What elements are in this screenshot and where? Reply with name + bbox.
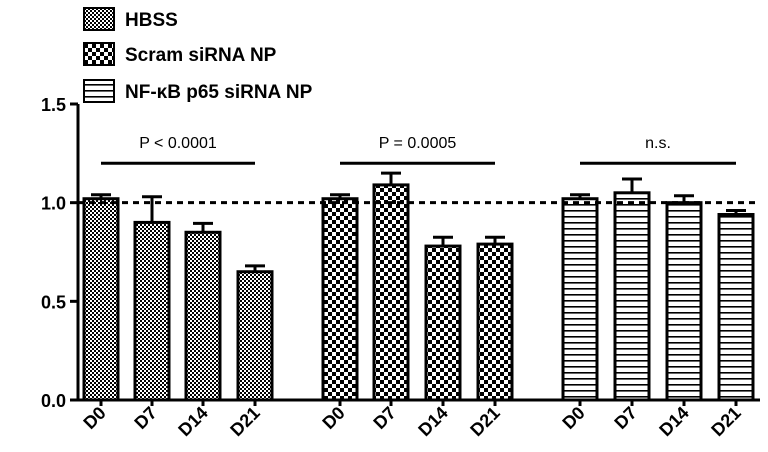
legend-swatch-1: [83, 42, 115, 66]
bar: [561, 197, 599, 402]
x-tick-label: D7: [369, 403, 399, 433]
legend-label-2: NF-κB p65 siRNA NP: [125, 82, 313, 103]
bar: [133, 220, 171, 402]
x-tick-label: D7: [130, 403, 160, 433]
significance-label: P < 0.0001: [139, 135, 217, 152]
y-tick-label: 0.0: [41, 391, 66, 411]
legend-label-1: Scram siRNA NP: [125, 45, 277, 66]
bar: [184, 230, 222, 402]
bar: [476, 242, 514, 402]
y-tick-label: 1.0: [41, 194, 66, 214]
x-tick-label: D7: [610, 403, 640, 433]
x-tick-label: D14: [655, 403, 692, 440]
x-tick-label: D14: [174, 403, 211, 440]
legend-swatch-2: [83, 79, 115, 103]
significance-label: n.s.: [645, 135, 671, 152]
bar: [236, 270, 274, 402]
bar: [613, 191, 651, 402]
x-tick-label: D21: [707, 403, 744, 440]
bar: [717, 213, 755, 402]
bar: [424, 244, 462, 402]
x-tick-label: D21: [466, 403, 503, 440]
legend: HBSS Scram siRNA NP NF-κB p65 siRNA NP: [83, 7, 313, 103]
legend-swatch-0: [83, 7, 115, 31]
significance-label: P = 0.0005: [379, 135, 457, 152]
bar: [321, 197, 359, 402]
bar: [372, 183, 410, 402]
y-tick-label: 0.5: [41, 292, 66, 312]
x-tick-label: D0: [318, 403, 348, 433]
x-tick-label: D14: [414, 403, 451, 440]
y-tick-label: 1.5: [41, 95, 66, 115]
legend-label-0: HBSS: [125, 10, 178, 31]
bar: [665, 201, 703, 402]
x-tick-label: D0: [79, 403, 109, 433]
annotations: P < 0.0001 P = 0.0005 n.s.: [101, 135, 736, 165]
x-tick-label: D21: [226, 403, 263, 440]
bar: [82, 197, 120, 402]
x-tick-label: D0: [558, 403, 588, 433]
